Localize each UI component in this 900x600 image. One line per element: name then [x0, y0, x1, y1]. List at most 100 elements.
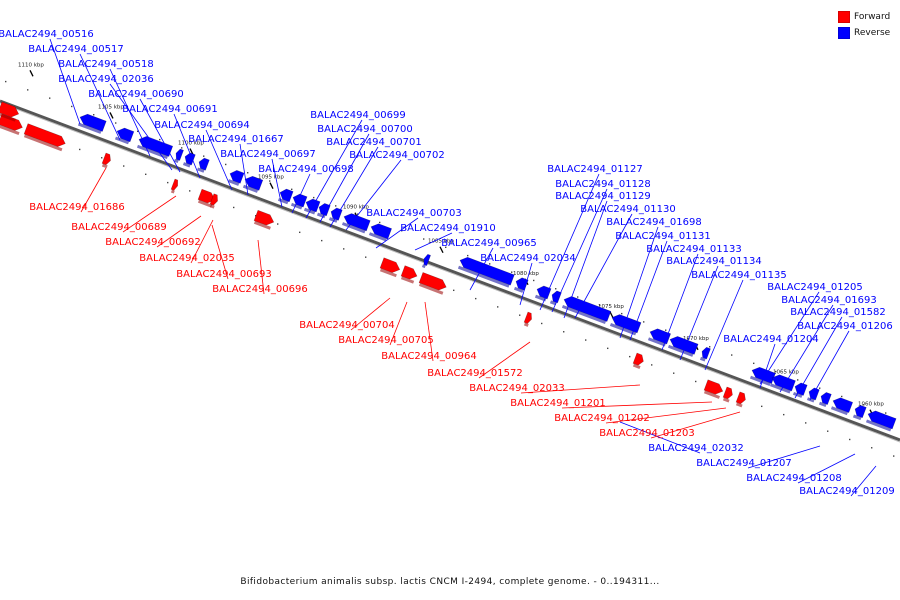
reverse-gene[interactable] — [290, 192, 308, 210]
gene-label[interactable]: BALAC2494_00516 — [0, 29, 94, 40]
forward-gene[interactable] — [170, 178, 180, 194]
gene-label[interactable]: BALAC2494_01133 — [646, 244, 741, 255]
gene-label[interactable]: BALAC2494_01128 — [555, 179, 650, 190]
minor-tick — [233, 206, 235, 209]
minor-tick — [827, 430, 829, 432]
gene-label[interactable]: BALAC2494_01698 — [606, 217, 701, 228]
minor-tick — [71, 105, 73, 108]
reverse-gene[interactable] — [769, 373, 796, 394]
reverse-gene[interactable] — [852, 404, 867, 421]
reverse-gene[interactable] — [667, 334, 699, 357]
gene-label[interactable]: BALAC2494_00702 — [349, 150, 444, 161]
gene-label[interactable]: BALAC2494_01910 — [400, 223, 495, 234]
reverse-gene[interactable] — [316, 202, 331, 219]
gene-label[interactable]: BALAC2494_02032 — [648, 443, 743, 454]
kbp-tick-mark — [269, 182, 274, 189]
gene-label[interactable]: BALAC2494_00701 — [326, 137, 421, 148]
forward-gene[interactable] — [632, 352, 645, 369]
gene-label[interactable]: BALAC2494_00964 — [381, 351, 476, 362]
forward-gene[interactable] — [418, 272, 448, 295]
forward-gene[interactable] — [523, 311, 534, 327]
reverse-gene[interactable] — [77, 112, 107, 134]
forward-gene[interactable] — [735, 391, 747, 408]
forward-gene[interactable] — [0, 101, 21, 122]
gene-label[interactable]: BALAC2494_01129 — [555, 191, 650, 202]
reverse-gene[interactable] — [561, 294, 612, 324]
forward-gene[interactable] — [23, 123, 67, 152]
gene-label[interactable]: BALAC2494_01693 — [781, 295, 876, 306]
gene-label[interactable]: BALAC2494_02033 — [469, 383, 564, 394]
gene-label[interactable]: BALAC2494_01131 — [615, 231, 710, 242]
gene-label[interactable]: BALAC2494_01201 — [510, 398, 605, 409]
gene-label[interactable]: BALAC2494_01208 — [746, 473, 841, 484]
gene-label[interactable]: BALAC2494_00517 — [28, 44, 123, 55]
reverse-gene[interactable] — [534, 284, 552, 302]
gene-label[interactable]: BALAC2494_01209 — [799, 486, 894, 497]
reverse-gene[interactable] — [196, 157, 210, 173]
reverse-gene[interactable] — [699, 346, 711, 362]
gene-label[interactable]: BALAC2494_00700 — [317, 124, 412, 135]
gene-label[interactable]: BALAC2494_01203 — [599, 428, 694, 439]
reverse-gene[interactable] — [136, 134, 174, 159]
reverse-gene[interactable] — [421, 253, 431, 269]
forward-gene[interactable] — [0, 113, 24, 136]
gene-label[interactable]: BALAC2494_00694 — [154, 120, 249, 131]
gene-label[interactable]: BALAC2494_02035 — [139, 253, 234, 264]
forward-gene[interactable] — [209, 193, 220, 209]
forward-gene[interactable] — [400, 265, 419, 284]
reverse-gene[interactable] — [227, 168, 245, 186]
minor-tick — [181, 147, 183, 149]
gene-label[interactable]: BALAC2494_00518 — [58, 59, 153, 70]
gene-label[interactable]: BALAC2494_01205 — [767, 282, 862, 293]
minor-tick — [585, 339, 587, 341]
gene-label[interactable]: BALAC2494_00705 — [338, 335, 433, 346]
gene-label[interactable]: BALAC2494_00704 — [299, 320, 394, 331]
gene-label[interactable]: BALAC2494_00696 — [212, 284, 307, 295]
gene-label[interactable]: BALAC2494_00692 — [105, 237, 200, 248]
gene-label[interactable]: BALAC2494_00690 — [88, 89, 183, 100]
gene-label[interactable]: BALAC2494_00691 — [122, 104, 217, 115]
gene-label[interactable]: BALAC2494_01134 — [666, 256, 761, 267]
reverse-gene[interactable] — [182, 152, 196, 168]
gene-label[interactable]: BALAC2494_00689 — [71, 222, 166, 233]
reverse-gene[interactable] — [749, 365, 776, 386]
gene-label[interactable]: BALAC2494_00698 — [258, 164, 353, 175]
label-leader-line — [779, 304, 834, 393]
minor-tick — [783, 413, 785, 416]
gene-label[interactable]: BALAC2494_01582 — [790, 307, 885, 318]
reverse-gene[interactable] — [830, 396, 854, 416]
forward-gene[interactable] — [722, 386, 734, 403]
gene-label[interactable]: BALAC2494_02036 — [58, 74, 153, 85]
forward-gene[interactable] — [101, 152, 112, 169]
gene-label[interactable]: BALAC2494_01667 — [188, 134, 283, 145]
gene-label[interactable]: BALAC2494_01206 — [797, 321, 892, 332]
reverse-gene[interactable] — [114, 126, 135, 145]
gene-label[interactable]: BALAC2494_01130 — [580, 204, 675, 215]
forward-gene[interactable] — [197, 188, 217, 208]
gene-label[interactable]: BALAC2494_01204 — [723, 334, 818, 345]
gene-label[interactable]: BALAC2494_01686 — [29, 202, 124, 213]
forward-gene[interactable] — [253, 209, 276, 230]
gene-label[interactable]: BALAC2494_01127 — [547, 164, 642, 175]
gene-label[interactable]: BALAC2494_02034 — [480, 253, 575, 264]
reverse-gene[interactable] — [457, 255, 515, 288]
gene-label[interactable]: BALAC2494_00693 — [176, 269, 271, 280]
reverse-gene[interactable] — [341, 211, 371, 234]
forward-gene[interactable] — [379, 257, 402, 278]
forward-gene[interactable] — [703, 379, 725, 399]
gene-label[interactable]: BALAC2494_01135 — [691, 270, 786, 281]
gene-label[interactable]: BALAC2494_01202 — [554, 413, 649, 424]
reverse-gene[interactable] — [368, 222, 392, 242]
gene-label[interactable]: BALAC2494_00965 — [441, 238, 536, 249]
gene-label[interactable]: BALAC2494_01207 — [696, 458, 791, 469]
reverse-gene[interactable] — [818, 391, 832, 408]
reverse-gene[interactable] — [328, 207, 343, 224]
gene-label[interactable]: BALAC2494_00699 — [310, 110, 405, 121]
label-leader-line — [478, 341, 531, 379]
gene-label[interactable]: BALAC2494_00697 — [220, 149, 315, 160]
gene-label[interactable]: BALAC2494_01572 — [427, 368, 522, 379]
gene-label[interactable]: BALAC2494_00703 — [366, 208, 461, 219]
reverse-gene[interactable] — [549, 290, 562, 306]
reverse-gene[interactable] — [865, 409, 897, 432]
reverse-gene[interactable] — [173, 148, 184, 164]
